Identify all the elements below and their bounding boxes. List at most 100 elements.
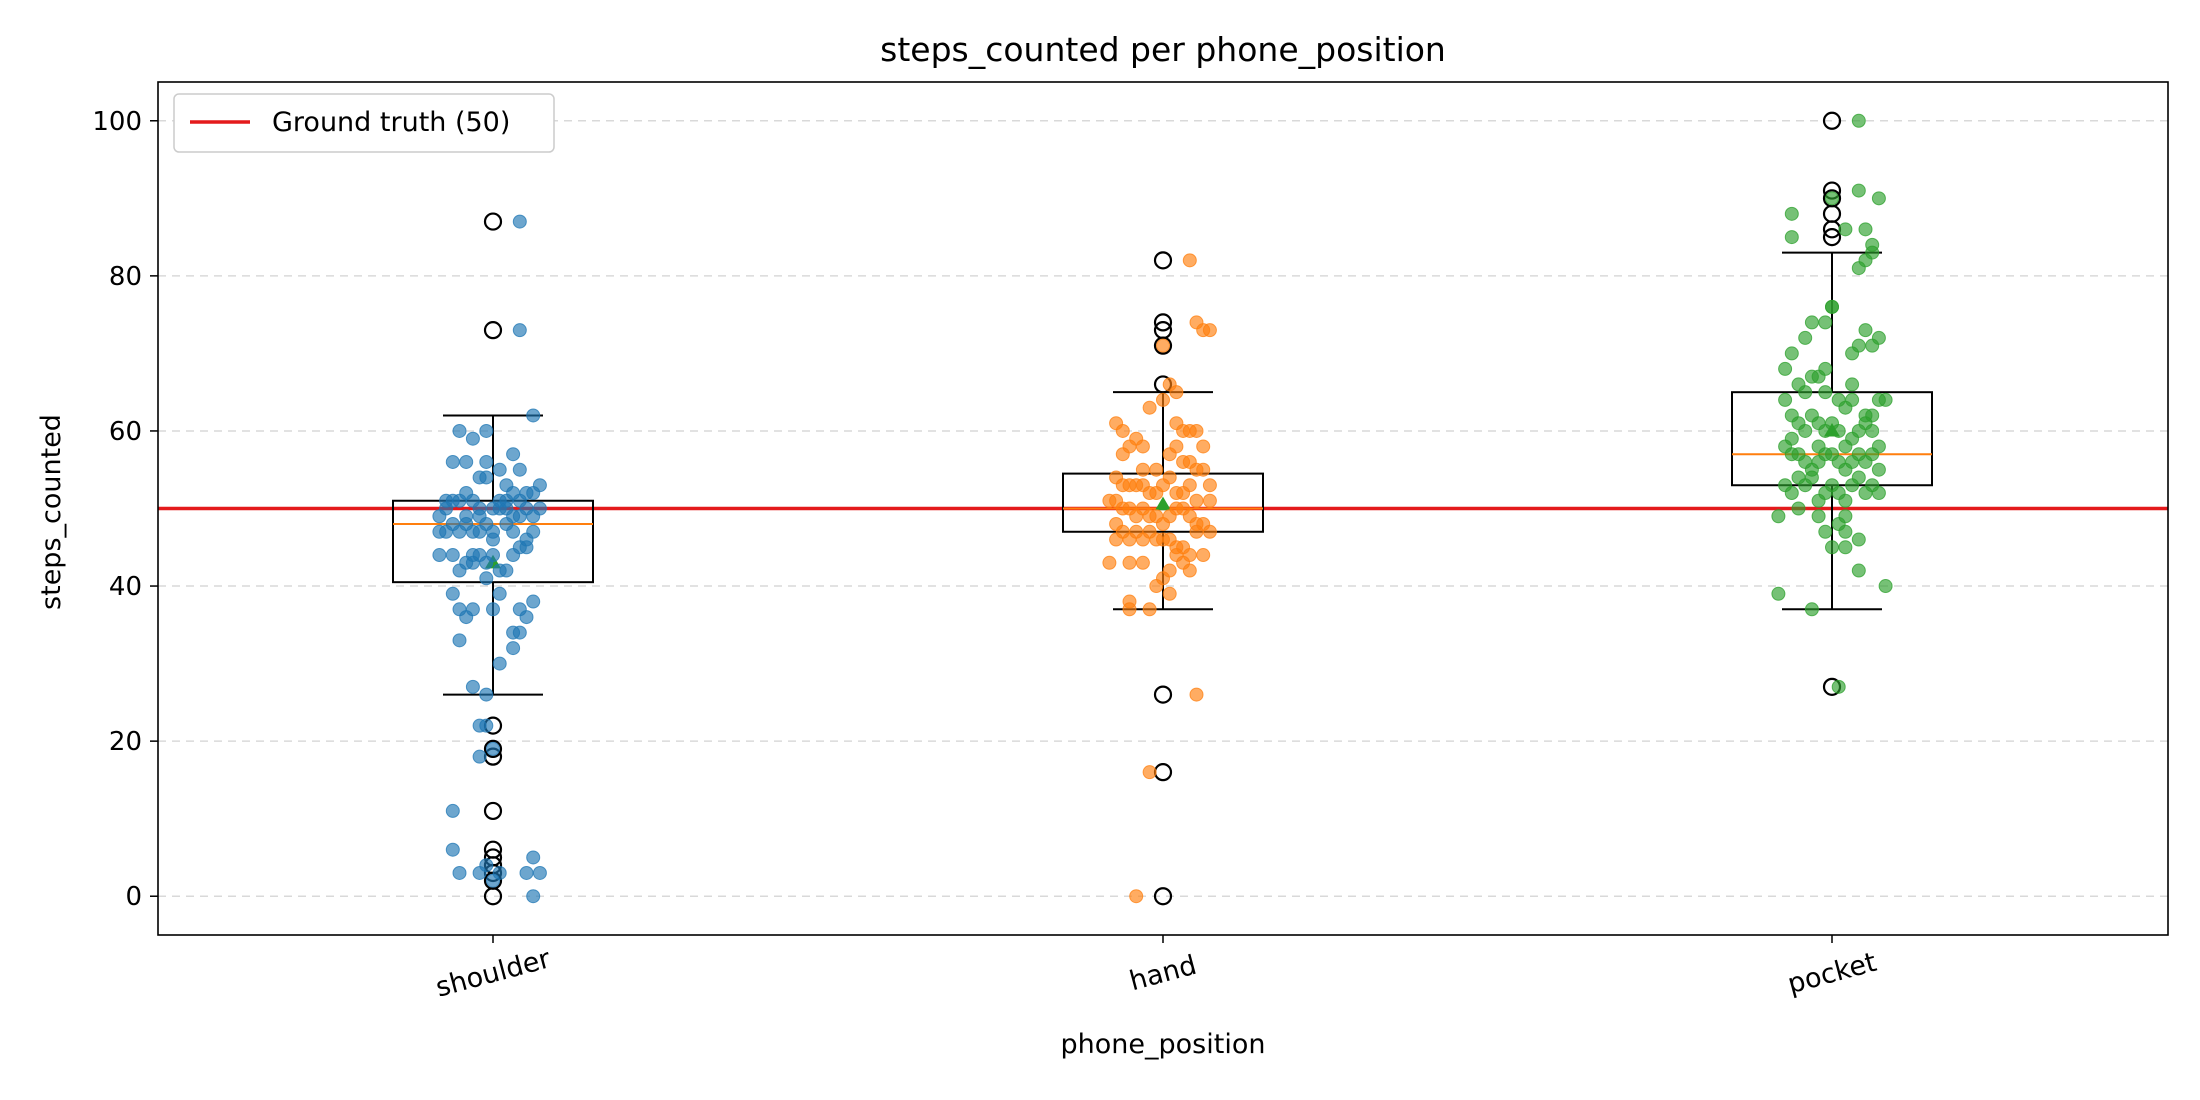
data-point-shoulder — [512, 625, 527, 640]
data-point-pocket — [1831, 679, 1846, 694]
data-point-hand — [1202, 478, 1217, 493]
data-point-hand — [1196, 548, 1211, 563]
data-point-pocket — [1804, 315, 1819, 330]
data-point-hand — [1196, 439, 1211, 454]
data-point-shoulder — [519, 485, 534, 500]
data-point-pocket — [1784, 431, 1799, 446]
data-point-pocket — [1838, 524, 1853, 539]
outlier-marker — [1153, 685, 1173, 704]
mean-marker-hand — [1155, 496, 1171, 511]
data-point-shoulder — [506, 641, 521, 656]
data-point-pocket — [1804, 470, 1819, 485]
data-point-hand — [1122, 555, 1137, 570]
y-tick-label: 80 — [109, 262, 142, 292]
data-point-pocket — [1791, 501, 1806, 516]
data-point-pocket — [1845, 392, 1860, 407]
outlier-marker — [1822, 204, 1842, 223]
data-point-pocket — [1798, 423, 1813, 438]
data-point-pocket — [1851, 261, 1866, 276]
data-point-hand — [1196, 462, 1211, 477]
x-tick-label-pocket: pocket — [1784, 947, 1879, 1000]
data-point-pocket — [1865, 237, 1880, 252]
data-point-shoulder — [532, 501, 547, 516]
data-point-pocket — [1878, 392, 1893, 407]
data-point-hand — [1129, 889, 1144, 904]
outlier-marker — [1153, 336, 1173, 355]
data-point-pocket — [1858, 408, 1873, 423]
data-point-pocket — [1778, 392, 1793, 407]
x-tick-label-shoulder: shoulder — [433, 943, 555, 1004]
data-point-shoulder — [445, 586, 460, 601]
data-point-pocket — [1778, 361, 1793, 376]
data-point-pocket — [1825, 299, 1839, 314]
data-point-hand — [1202, 323, 1217, 338]
data-point-hand — [1189, 687, 1204, 702]
legend-frame — [173, 93, 555, 153]
data-point-pocket — [1878, 579, 1893, 594]
data-point-shoulder — [445, 803, 460, 818]
data-point-hand — [1182, 253, 1197, 268]
y-tick-label: 20 — [109, 727, 142, 757]
data-point-shoulder — [472, 524, 487, 539]
data-point-pocket — [1771, 509, 1786, 524]
data-point-pocket — [1851, 470, 1866, 485]
outlier-marker — [1153, 251, 1173, 270]
data-point-shoulder — [432, 548, 447, 563]
data-point-pocket — [1838, 540, 1853, 555]
data-point-shoulder — [479, 858, 494, 873]
data-point-pocket — [1871, 330, 1886, 345]
data-point-hand — [1115, 447, 1130, 462]
data-point-shoulder — [486, 532, 500, 547]
data-point-pocket — [1858, 222, 1873, 237]
x-axis-label: phone_position — [1061, 1029, 1266, 1060]
outlier-marker — [1153, 763, 1173, 782]
data-point-shoulder — [512, 214, 527, 229]
data-point-pocket — [1845, 346, 1860, 361]
data-point-shoulder — [445, 454, 460, 469]
y-tick-label: 0 — [125, 882, 142, 912]
data-point-shoulder — [526, 408, 541, 423]
data-point-shoulder — [526, 594, 541, 609]
data-point-pocket — [1851, 113, 1866, 128]
data-point-shoulder — [512, 323, 527, 338]
data-point-shoulder — [479, 571, 494, 586]
data-point-hand — [1169, 416, 1184, 431]
data-point-hand — [1169, 385, 1184, 400]
data-point-shoulder — [432, 509, 447, 524]
data-point-shoulder — [465, 431, 480, 446]
data-point-pocket — [1871, 485, 1886, 500]
outlier-marker — [1822, 227, 1842, 247]
data-point-shoulder — [486, 602, 500, 617]
data-point-pocket — [1818, 361, 1833, 376]
data-point-pocket — [1784, 230, 1799, 245]
data-point-pocket — [1811, 509, 1826, 524]
outlier-marker — [483, 212, 503, 231]
y-tick-label: 60 — [109, 417, 142, 447]
data-point-pocket — [1865, 423, 1880, 438]
data-point-pocket — [1838, 222, 1853, 237]
data-point-pocket — [1851, 563, 1866, 578]
data-point-hand — [1149, 462, 1164, 477]
data-point-pocket — [1871, 462, 1886, 477]
legend: Ground truth (50) — [173, 93, 555, 153]
outlier-marker — [483, 739, 503, 758]
outlier-marker — [1153, 313, 1173, 332]
y-tick-label: 40 — [109, 572, 142, 602]
data-point-shoulder — [492, 865, 507, 880]
data-point-pocket — [1771, 586, 1786, 601]
data-point-hand — [1189, 423, 1204, 438]
data-point-shoulder — [519, 610, 534, 625]
data-point-pocket — [1798, 330, 1813, 345]
data-point-shoulder — [506, 524, 521, 539]
data-point-hand — [1182, 563, 1197, 578]
data-point-shoulder — [459, 485, 474, 500]
data-point-pocket — [1818, 315, 1833, 330]
data-point-hand — [1115, 423, 1130, 438]
data-point-shoulder — [479, 470, 494, 485]
data-point-pocket — [1784, 206, 1799, 221]
data-point-hand — [1162, 563, 1177, 578]
outlier-marker — [483, 887, 503, 906]
data-point-shoulder — [439, 493, 454, 508]
